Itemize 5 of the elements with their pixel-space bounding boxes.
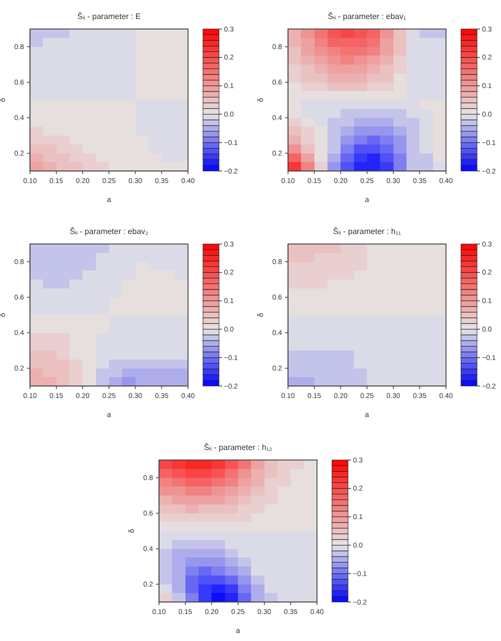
chart-title: Ŝᵢᵢ - parameter : ebav₁ — [328, 12, 406, 21]
chart-title: Ŝᵢᵢ - parameter : h₁₁ — [333, 227, 402, 236]
chart-title: Ŝᵢᵢ - parameter : E — [77, 12, 141, 21]
chart-title: Ŝᵢᵢ - parameter : h₁₂ — [204, 443, 272, 452]
chart-title: Ŝᵢᵢ - parameter : ebav₂ — [70, 227, 148, 236]
